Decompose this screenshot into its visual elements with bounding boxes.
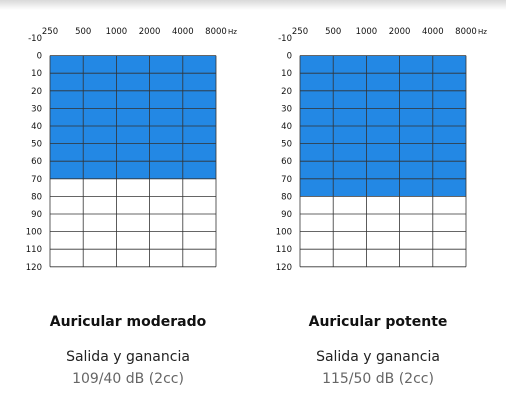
- x-tick-label: 250: [292, 27, 308, 37]
- y-tick-label: 20: [281, 87, 292, 97]
- product-spec: 115/50 dB (2cc): [322, 371, 434, 387]
- audiogram-svg: 250 500 1000 2000 4000 8000 Hz -10 0 10 20 30 40 50 60…: [276, 27, 487, 273]
- y-tick-label: 100: [26, 228, 42, 238]
- x-tick-label: 2000: [389, 27, 411, 37]
- y-tick-label: 90: [31, 210, 42, 220]
- product-subtitle: Salida y ganancia: [316, 349, 440, 365]
- y-tick-label: 80: [281, 192, 292, 202]
- product-card-moderado: 250 500 1000 2000 4000 8000 Hz -10 0 10 20 30 40 50 60…: [8, 22, 248, 402]
- y-tick-label: 60: [31, 157, 42, 167]
- product-spec: 109/40 dB (2cc): [72, 371, 184, 387]
- y-tick-label: -10: [28, 34, 42, 44]
- x-tick-label: 500: [75, 27, 91, 37]
- product-subtitle: Salida y ganancia: [66, 349, 190, 365]
- y-tick-label: 70: [281, 175, 292, 185]
- y-tick-label: 120: [276, 263, 292, 273]
- y-tick-label: 80: [31, 192, 42, 202]
- y-tick-label: 50: [31, 140, 42, 150]
- x-tick-label: 8000: [205, 27, 227, 37]
- product-title: Auricular moderado: [49, 314, 207, 330]
- y-tick-label: 120: [26, 263, 42, 273]
- y-tick-label: 60: [281, 157, 292, 167]
- y-tick-label: 40: [31, 122, 42, 132]
- x-tick-label: 1000: [106, 27, 128, 37]
- audiogram-chart: 250 500 1000 2000 4000 8000 Hz -10 0 10 20 30 40 50 60…: [8, 22, 248, 282]
- product-title: Auricular potente: [308, 314, 448, 330]
- y-tick-label: 30: [31, 104, 42, 114]
- y-tick-label: 10: [31, 69, 42, 79]
- fill-range-area: [50, 55, 216, 179]
- x-tick-label: 4000: [422, 27, 444, 37]
- y-tick-label: 10: [281, 69, 292, 79]
- y-tick-label: 110: [276, 245, 292, 255]
- y-tick-label: 100: [276, 228, 292, 238]
- y-tick-label: 30: [281, 104, 292, 114]
- y-tick-label: 40: [281, 122, 292, 132]
- product-card-potente: 250 500 1000 2000 4000 8000 Hz -10 0 10 20 30 40 50 60…: [258, 22, 498, 402]
- y-tick-label: 110: [26, 245, 42, 255]
- y-tick-label: 20: [31, 87, 42, 97]
- x-tick-label: 500: [325, 27, 341, 37]
- x-tick-label: 1000: [356, 27, 378, 37]
- top-shadow-bar: [0, 0, 506, 10]
- x-tick-label: 250: [42, 27, 58, 37]
- x-unit-label: Hz: [228, 28, 237, 36]
- x-tick-label: 4000: [172, 27, 194, 37]
- x-unit-label: Hz: [478, 28, 487, 36]
- x-tick-label: 8000: [455, 27, 477, 37]
- audiogram-chart: 250 500 1000 2000 4000 8000 Hz -10 0 10 20 30 40 50 60…: [258, 22, 498, 282]
- y-tick-label: -10: [278, 34, 292, 44]
- y-tick-label: 0: [37, 52, 42, 62]
- y-tick-label: 0: [287, 52, 292, 62]
- y-tick-label: 50: [281, 140, 292, 150]
- y-tick-label: 90: [281, 210, 292, 220]
- y-tick-label: 70: [31, 175, 42, 185]
- x-tick-label: 2000: [139, 27, 161, 37]
- audiogram-svg: 250 500 1000 2000 4000 8000 Hz -10 0 10 20 30 40 50 60…: [26, 27, 237, 273]
